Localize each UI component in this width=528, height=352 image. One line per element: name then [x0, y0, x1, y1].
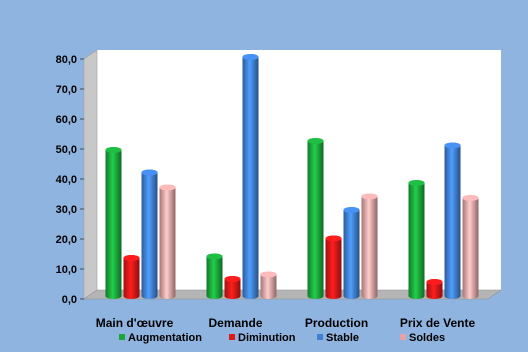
- bar-soldes-2[interactable]: [361, 193, 378, 300]
- bar-cap: [206, 253, 223, 260]
- bar-cap: [444, 142, 461, 149]
- bar-stable-0[interactable]: [141, 169, 158, 300]
- bar-cap: [361, 193, 378, 200]
- y-tick-label: 70,0: [56, 84, 77, 96]
- bar-augmentation-2[interactable]: [307, 138, 324, 299]
- y-tick-label: 40,0: [56, 174, 77, 186]
- bar-cap: [307, 138, 324, 144]
- category-label-2: Production: [305, 316, 368, 330]
- legend-swatch-soldes: [400, 334, 406, 340]
- plot-floor: [83, 289, 502, 300]
- legend-swatch-diminution: [229, 334, 235, 340]
- plot-side-wall: [83, 49, 98, 300]
- category-label-3: Prix de Vente: [400, 316, 476, 330]
- bar-augmentation-3[interactable]: [408, 180, 425, 299]
- y-tick-label: 60,0: [56, 114, 77, 126]
- bar-cap: [224, 276, 241, 282]
- y-tick-label: 10,0: [56, 264, 77, 276]
- bar-cap: [260, 271, 277, 278]
- legend-swatch-stable: [317, 334, 323, 340]
- bar-augmentation-1[interactable]: [206, 253, 223, 300]
- bar-cap: [105, 147, 122, 153]
- bar-cap: [123, 255, 140, 261]
- y-tick-label: 0,0: [62, 294, 77, 306]
- bar-soldes-1[interactable]: [260, 271, 277, 300]
- legend-swatch-augmentation: [119, 334, 125, 340]
- y-tick-label: 30,0: [56, 204, 77, 216]
- bar-cap: [159, 184, 176, 191]
- bar-soldes-3[interactable]: [462, 195, 479, 299]
- legend-label-stable: Stable: [326, 332, 359, 344]
- bar-augmentation-0[interactable]: [105, 147, 122, 299]
- category-label-0: Main d'œuvre: [96, 316, 174, 330]
- bar-stable-2[interactable]: [343, 207, 360, 299]
- legend-label-augmentation: Augmentation: [128, 332, 202, 344]
- bar-cap: [343, 207, 360, 213]
- category-label-1: Demande: [208, 316, 262, 330]
- bar-diminution-2[interactable]: [325, 235, 342, 300]
- bar-diminution-0[interactable]: [123, 255, 140, 299]
- bar-cap: [408, 180, 425, 186]
- plot-back-wall: [97, 50, 501, 290]
- bar-cap: [462, 195, 479, 201]
- legend-label-diminution: Diminution: [238, 332, 296, 344]
- y-axis-ticks: 0,0 10,0 20,0 30,0 40,0 50,0 60,0 70,0 80,0: [56, 54, 84, 306]
- bar-cap: [141, 169, 158, 176]
- bar-stable-1[interactable]: [242, 54, 259, 299]
- bar-stable-3[interactable]: [444, 142, 461, 300]
- y-tick-label: 50,0: [56, 144, 77, 156]
- bar-diminution-1[interactable]: [224, 276, 241, 299]
- bar-cap: [426, 279, 443, 285]
- category-labels: Main d'œuvre Demande Production Prix de Ven…: [96, 316, 476, 330]
- bar-cap: [325, 235, 342, 242]
- bar-cap: [242, 54, 259, 60]
- y-tick-label: 80,0: [56, 54, 77, 66]
- legend-label-soldes: Soldes: [409, 332, 445, 344]
- bar-group: [105, 54, 479, 300]
- bar-soldes-0[interactable]: [159, 184, 176, 300]
- y-tick-label: 20,0: [56, 234, 77, 246]
- legend: Augmentation Diminution Stable Soldes: [119, 332, 445, 344]
